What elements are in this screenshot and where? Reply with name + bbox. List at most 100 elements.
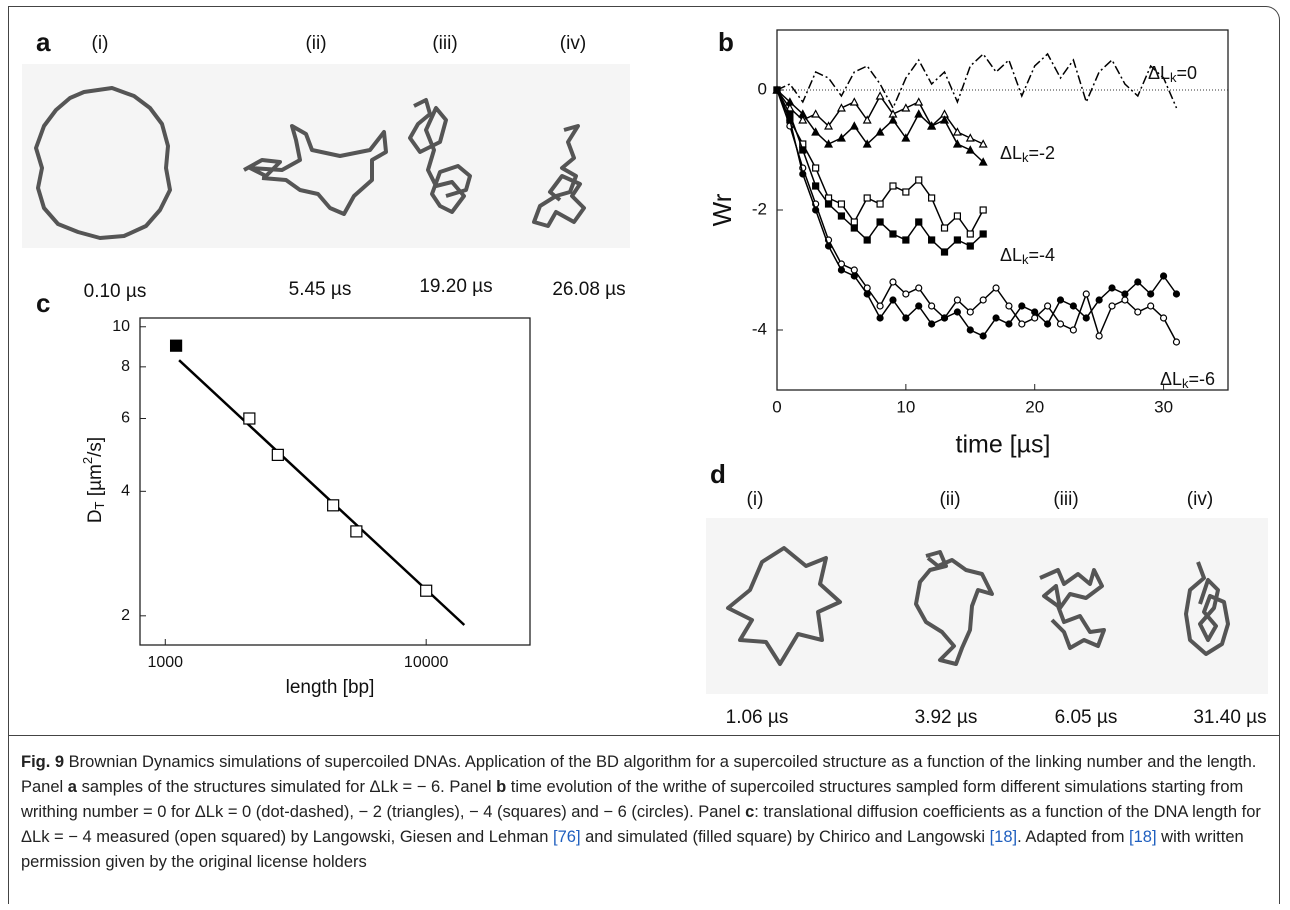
point [953,296,962,304]
reference-link[interactable]: [18] [989,828,1018,846]
point [953,308,962,316]
point [1108,284,1116,292]
annotation-part: =0 [1177,63,1198,83]
caption-text: Brownian Dynamics simulations of superco… [21,753,1257,796]
point [940,248,949,256]
y-tick-label: 6 [121,410,130,427]
point [1043,320,1052,328]
point [992,284,1000,292]
point [915,302,923,310]
panel-letter: a [36,27,51,57]
reference-link[interactable]: [76] [553,828,581,846]
point [940,115,950,124]
caption-text: c [745,803,755,821]
point [979,332,987,340]
point [773,86,781,94]
point [953,212,962,220]
caption-text: time evolution of the writhe of supercoi… [21,778,1244,821]
point [849,97,859,106]
y-axis-label-part: D [85,509,106,523]
point [1172,290,1181,298]
figure-frame [8,6,1280,904]
point [863,290,871,298]
dna-structure [914,550,994,666]
point [1147,302,1155,310]
point [915,218,923,226]
reference-link[interactable]: [18] [1129,828,1157,846]
x-tick-label: 10000 [404,654,449,671]
point [876,200,884,208]
structures-d [726,546,1230,666]
series-line [776,52,1178,110]
point [798,115,808,124]
point [811,109,821,118]
point [837,200,846,208]
annotation-part: =-2 [1029,143,1056,163]
point [888,115,898,124]
point [824,121,834,130]
point [1134,278,1142,286]
structure-label: (iii) [1053,489,1078,510]
point [836,133,846,142]
point [1172,338,1181,346]
point [876,302,884,310]
point [965,145,975,154]
point [940,224,949,232]
dna-structure [1039,568,1106,650]
point [1159,314,1168,322]
x-tick-label: 0 [772,397,781,416]
point [1121,290,1129,298]
structure-label: (i) [92,33,109,54]
structures-a [34,86,586,240]
time-label: 1.06 µs [726,707,789,728]
point [928,194,936,202]
annotation-part: ΔL [1000,143,1022,163]
time-label: 3.92 µs [915,707,978,728]
point [889,278,897,286]
annotation-part: k [1022,150,1029,165]
point [1069,302,1077,310]
dna-structure [34,86,172,240]
point [1043,302,1052,310]
x-axis-label: length [bp] [286,677,375,698]
point [812,182,820,190]
caption-text: with written permission given by the ori… [21,828,1244,871]
time-label: 19.20 µs [419,276,492,297]
point [863,194,871,202]
point [1095,296,1103,304]
point [350,525,363,538]
dna-structure [243,124,388,216]
point [915,284,923,292]
point [850,266,858,274]
dna-structure [408,98,472,214]
point [901,133,911,142]
annotation-part: =-4 [1029,245,1056,265]
point [902,314,910,322]
point [1069,326,1077,334]
point [1121,296,1129,304]
x-tick-label: 1000 [147,654,183,671]
series [169,339,183,352]
point [1018,302,1026,310]
point [1082,314,1090,322]
y-tick-label: 2 [121,607,130,624]
point [836,103,846,112]
series [773,86,1181,340]
annotation-part: ΔL [1160,369,1182,389]
structure-label: (ii) [939,489,960,510]
y-axis-label-part: /s] [85,437,106,457]
plot-frame [776,29,1229,391]
y-tick-label: 10 [112,318,130,335]
point [271,448,284,461]
point [1018,320,1026,328]
point [928,302,936,310]
y-axis-label-part: T [92,501,107,509]
point [979,230,987,238]
structure-label: (ii) [305,33,326,54]
structure-label: (iv) [560,33,586,54]
annotation-part: ΔL [1000,245,1022,265]
figure: a (i) (ii) (iii) (iv) 0.10 µs 5.45 µs 19… [34,26,1267,729]
point [1005,302,1013,310]
point [915,176,923,184]
point [785,97,795,106]
